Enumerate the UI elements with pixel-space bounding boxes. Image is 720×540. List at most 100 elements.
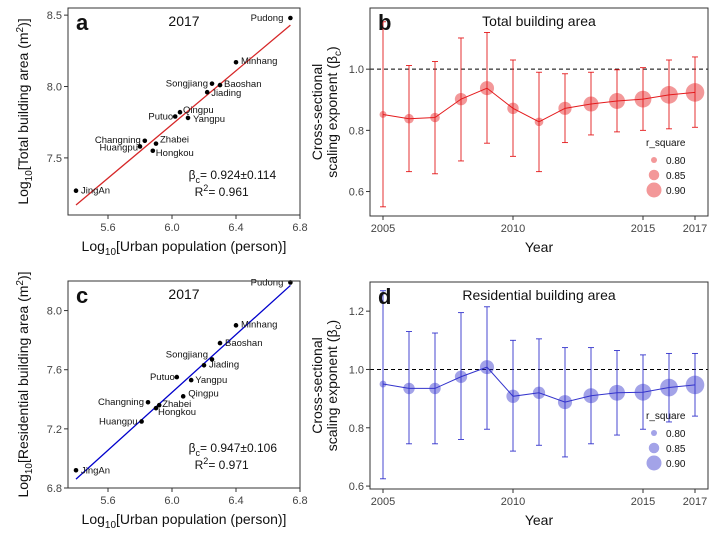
data-point (532, 386, 546, 399)
data-point (204, 89, 210, 95)
point-label: Yangpu (195, 375, 227, 386)
plot-background (68, 8, 300, 215)
data-point (233, 59, 239, 65)
beta-stat: βc= 0.947±0.106 (189, 441, 278, 458)
data-point (139, 419, 144, 424)
y-axis-title: Cross-sectional (309, 337, 325, 433)
panel-letter: a (76, 10, 89, 35)
data-point (430, 112, 440, 123)
series-line (382, 87, 696, 123)
plot-background (68, 281, 300, 488)
y-tick-label: 1.2 (349, 306, 364, 318)
fit-line (75, 284, 291, 480)
x-tick-label: 2015 (631, 496, 655, 508)
y-tick-label: 8.5 (47, 10, 62, 22)
panel-letter: c (76, 283, 88, 308)
x-tick-label: 6.4 (228, 222, 243, 234)
y-axis-title-line2: scaling exponent (βc) (324, 46, 344, 177)
data-point (142, 138, 148, 144)
data-point (403, 382, 415, 395)
point-label: Pudong (251, 277, 284, 288)
point-label: Changning (95, 135, 141, 146)
y-tick-label: 0.8 (349, 125, 364, 137)
y-tick-label: 6.8 (47, 483, 62, 495)
data-point (404, 113, 414, 124)
x-tick-label: 6.0 (164, 495, 179, 507)
data-point (180, 394, 186, 399)
y-tick-label: 8.0 (47, 306, 62, 318)
series-line (382, 366, 696, 403)
r2-stat: R2= 0.961 (195, 183, 249, 199)
point-label: Putuo (148, 111, 173, 122)
point-label: Qingpu (188, 388, 219, 399)
plot-frame (369, 7, 709, 217)
plot-frame (67, 280, 301, 489)
data-point (137, 144, 143, 149)
data-point (506, 389, 520, 403)
legend-marker (648, 442, 660, 454)
legend-marker (651, 430, 657, 436)
data-point (634, 383, 652, 401)
y-axis-title: Log10[Residential building area (m2)] (15, 271, 35, 497)
point-label: Baoshan (224, 79, 262, 90)
point-label: Zhabei (162, 399, 191, 410)
x-tick-label: 6.0 (164, 222, 179, 234)
point-label: Pudong (251, 13, 284, 24)
point-label: Yangpu (193, 114, 225, 125)
y-tick-label: 7.6 (47, 365, 62, 377)
y-axis-title: Cross-sectional (309, 64, 325, 160)
data-point (454, 93, 468, 106)
data-point (172, 114, 178, 119)
data-point (583, 388, 599, 404)
legend-marker (651, 157, 657, 163)
y-tick-label: 7.5 (47, 153, 62, 165)
point-label: Jiading (211, 88, 241, 99)
fit-line (75, 24, 291, 206)
data-point (177, 109, 183, 115)
data-point (558, 101, 572, 115)
point-label: Songjiang (166, 79, 208, 90)
x-tick-label: 6.8 (292, 222, 307, 234)
data-point (454, 370, 468, 383)
point-label: Zhabei (160, 135, 189, 146)
point-label: Huangpu (99, 416, 138, 427)
data-point (217, 82, 223, 88)
y-tick-label: 0.6 (349, 481, 364, 493)
legend-label: 0.90 (666, 186, 686, 197)
data-point (557, 395, 573, 410)
panel-d: 2005 2010 2015 2017 0.6 0.8 1.0 1.2 Residential … (309, 281, 709, 528)
x-tick-label: 2010 (501, 496, 525, 508)
x-tick-label: 2005 (371, 496, 395, 508)
data-point (685, 83, 705, 102)
data-point (233, 323, 239, 328)
legend-label: 0.85 (666, 444, 686, 455)
year-label: 2017 (168, 13, 199, 29)
panel-title: Residential building area (462, 287, 616, 303)
data-point (174, 374, 180, 380)
point-label: Baoshan (225, 338, 263, 349)
point-label: Putuo (150, 372, 175, 383)
data-point (209, 81, 215, 86)
panel-title: Total building area (482, 13, 596, 29)
legend-label: 0.85 (666, 171, 686, 182)
point-label: Minhang (241, 56, 277, 67)
point-label: Qingpu (183, 105, 214, 116)
y-tick-label: 0.8 (349, 423, 364, 435)
data-point (609, 93, 625, 109)
x-tick-label: 2017 (683, 223, 707, 235)
data-point (429, 382, 441, 395)
data-point (660, 378, 678, 397)
data-point (145, 399, 151, 405)
year-label: 2017 (168, 286, 199, 302)
y-tick-label: 8.0 (47, 82, 62, 94)
legend-label: 0.80 (666, 429, 686, 440)
data-point (73, 188, 79, 194)
y-tick-label: 0.6 (349, 187, 364, 199)
panel-b: 2005 2010 2015 2017 0.6 0.8 1.0 Total building … (309, 7, 709, 255)
y-axis-title: Log10[Total building area (m2)] (15, 18, 35, 204)
x-axis-title: Log10[Urban population (person)] (82, 238, 287, 258)
x-tick-label: 6.8 (292, 495, 307, 507)
point-label: Jiading (209, 359, 239, 370)
legend-marker (648, 169, 660, 181)
